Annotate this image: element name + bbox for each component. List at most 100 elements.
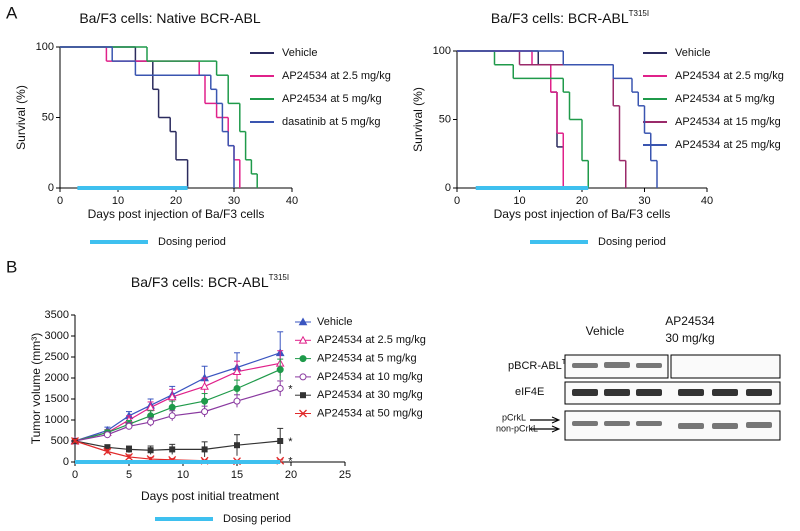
y-axis-label: Survival (%)	[14, 85, 28, 150]
marker	[277, 438, 284, 444]
x-tick-label: 40	[701, 195, 713, 207]
legend-label: AP24534 at 2.5 mg/kg	[317, 334, 426, 346]
y-tick-label: 0	[445, 182, 451, 194]
marker	[103, 431, 111, 439]
legend-label: AP24534 at 5 mg/kg	[675, 93, 775, 105]
marker	[201, 408, 209, 416]
marker	[147, 418, 155, 426]
chart-title: Ba/F3 cells: BCR-ABLT315I	[131, 273, 289, 290]
blot-row-label: non-pCrkL	[496, 423, 538, 433]
x-tick-label: 10	[177, 469, 189, 481]
marker	[125, 422, 133, 430]
y-tick-label: 2500	[45, 351, 69, 363]
x-tick-label: 0	[72, 469, 78, 481]
marker	[233, 385, 241, 392]
marker	[167, 392, 177, 401]
y-tick-label: 50	[42, 111, 54, 123]
legend-label: AP24534 at 5 mg/kg	[317, 353, 417, 365]
series-line	[74, 369, 281, 442]
blot-group-label: 30 mg/kg	[665, 331, 714, 345]
x-tick-label: 10	[112, 195, 124, 207]
marker	[168, 403, 176, 411]
blot-row-label: eIF4E	[515, 386, 544, 398]
legend-label: Vehicle	[675, 47, 710, 59]
marker	[169, 446, 176, 453]
annotation: *	[288, 436, 293, 448]
x-axis-label: Days post initial treatment	[141, 489, 280, 503]
x-tick-label: 20	[285, 469, 297, 481]
legend-label: AP24534 at 2.5 mg/kg	[282, 70, 391, 82]
y-tick-label: 1000	[45, 414, 69, 426]
y-tick-label: 100	[36, 41, 54, 53]
x-axis-label: Days post injection of Ba/F3 cells	[494, 207, 671, 221]
marker	[104, 444, 111, 451]
legend-label: AP24534 at 2.5 mg/kg	[675, 70, 784, 82]
legend-label: AP24534 at 10 mg/kg	[317, 371, 423, 383]
annotation: *	[288, 383, 293, 395]
x-tick-label: 30	[228, 195, 240, 207]
dosing-legend-label: Dosing period	[223, 513, 291, 525]
y-tick-label: 500	[51, 435, 69, 447]
y-tick-label: 1500	[45, 393, 69, 405]
marker	[201, 446, 208, 453]
marker	[232, 367, 242, 375]
blot-box	[564, 410, 781, 441]
marker	[125, 453, 133, 461]
y-axis-label: Tumor volume (mm³)	[29, 333, 43, 445]
x-tick-label: 20	[170, 195, 182, 207]
x-tick-label: 25	[339, 469, 351, 481]
dosing-legend-label: Dosing period	[598, 236, 666, 248]
y-tick-label: 0	[63, 456, 69, 468]
legend-label: Vehicle	[282, 47, 317, 59]
x-tick-label: 15	[231, 469, 243, 481]
series-line	[74, 440, 281, 451]
marker	[168, 412, 176, 420]
legend-marker	[298, 317, 308, 326]
y-tick-label: 100	[433, 45, 451, 57]
legend-marker	[299, 409, 307, 418]
marker	[233, 397, 241, 405]
arrow	[551, 425, 561, 433]
blot-row-label: pCrkL	[502, 412, 526, 422]
marker	[201, 397, 209, 405]
arrow	[551, 416, 561, 424]
x-tick-label: 10	[513, 195, 525, 207]
marker	[200, 381, 209, 390]
x-axis-label: Days post injection of Ba/F3 cells	[88, 207, 265, 221]
x-tick-label: 0	[454, 195, 460, 207]
x-tick-label: 20	[576, 195, 588, 207]
panel-label: A	[6, 3, 18, 22]
dosing-legend-label: Dosing period	[158, 236, 226, 248]
legend-label: dasatinib at 5 mg/kg	[282, 116, 380, 128]
x-tick-label: 40	[286, 195, 298, 207]
blot-box	[564, 381, 781, 405]
legend-label: AP24534 at 5 mg/kg	[282, 93, 382, 105]
x-tick-label: 0	[57, 195, 63, 207]
blot-group-label: AP24534	[665, 314, 715, 328]
series-line	[74, 352, 281, 442]
western-blot: Vehicle AP24534 30 mg/kg pBCR-ABLT315I e…	[496, 314, 781, 441]
panel-label: B	[6, 257, 17, 276]
annotation: *	[288, 456, 293, 468]
x-tick-label: 30	[638, 195, 650, 207]
x-tick-label: 5	[126, 469, 132, 481]
legend-marker	[298, 335, 308, 344]
marker	[147, 447, 154, 454]
y-tick-label: 0	[48, 182, 54, 194]
marker	[276, 385, 284, 392]
y-tick-label: 2000	[45, 372, 69, 384]
y-tick-label: 3500	[45, 309, 69, 321]
series-line	[74, 387, 281, 442]
legend-label: AP24534 at 25 mg/kg	[675, 139, 781, 151]
legend-label: AP24534 at 15 mg/kg	[675, 116, 781, 128]
legend-label: Vehicle	[317, 316, 352, 328]
series-line	[74, 362, 281, 442]
chart-title: Ba/F3 cells: Native BCR-ABL	[79, 10, 260, 26]
y-axis-label: Survival (%)	[411, 87, 425, 152]
legend-marker	[299, 355, 307, 363]
blot-box	[670, 354, 781, 379]
y-tick-label: 3000	[45, 330, 69, 342]
chart-title: Ba/F3 cells: BCR-ABLT315I	[491, 9, 649, 26]
legend-label: AP24534 at 30 mg/kg	[317, 389, 423, 401]
